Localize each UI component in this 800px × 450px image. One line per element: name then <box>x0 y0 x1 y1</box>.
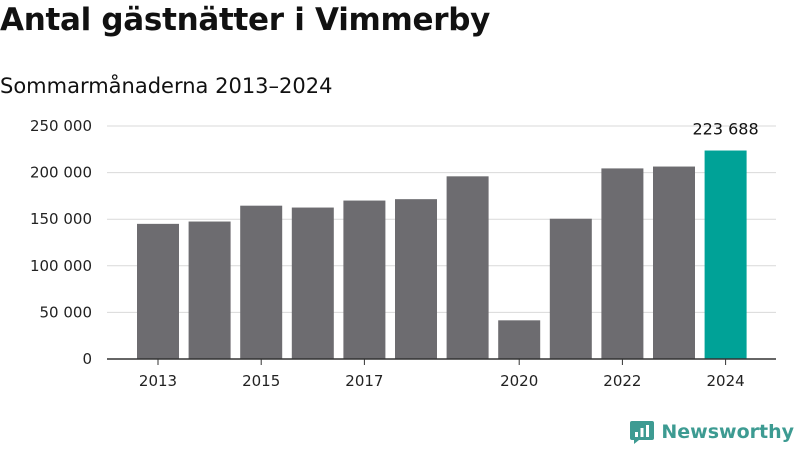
newsworthy-logo-icon <box>630 421 655 444</box>
y-tick-label: 150 000 <box>30 210 92 228</box>
y-tick-label: 100 000 <box>30 257 92 275</box>
y-tick-label: 0 <box>82 350 92 368</box>
brand-name: Newsworthy <box>661 421 794 443</box>
x-tick-label: 2013 <box>139 372 177 390</box>
bar-2018 <box>395 199 437 359</box>
bar-2023 <box>653 166 695 359</box>
bar-2017 <box>343 200 386 359</box>
data-labels: 223 688 <box>693 120 759 139</box>
x-axis-ticks: 2013 2015 2017 2020 2022 2024 <box>139 359 745 390</box>
data-label-2024: 223 688 <box>693 120 759 139</box>
bar-chart: 0 50 000 100 000 150 000 200 000 250 000 2013… <box>30 117 776 390</box>
x-tick-label: 2017 <box>345 372 383 390</box>
bar-2015 <box>240 205 283 359</box>
bar-2014 <box>188 221 231 359</box>
x-tick-label: 2015 <box>242 372 280 390</box>
x-tick-label: 2020 <box>500 372 538 390</box>
x-tick-label: 2024 <box>707 372 745 390</box>
y-axis-ticks: 0 50 000 100 000 150 000 200 000 250 000 <box>30 117 92 368</box>
chart-subtitle: Sommarmånaderna 2013–2024 <box>0 74 333 98</box>
bar-2024 <box>704 150 747 359</box>
bar-2020 <box>498 320 541 359</box>
bar-2022 <box>601 168 644 359</box>
y-tick-label: 200 000 <box>30 164 92 182</box>
bar-2019 <box>446 176 489 359</box>
bar-2021 <box>549 218 592 359</box>
y-tick-label: 250 000 <box>30 117 92 135</box>
y-tick-label: 50 000 <box>40 303 93 321</box>
x-tick-label: 2022 <box>603 372 641 390</box>
bars <box>137 150 747 359</box>
chart-title: Antal gästnätter i Vimmerby <box>0 2 491 38</box>
bar-2013 <box>137 223 179 359</box>
bar-2016 <box>291 207 334 359</box>
brand-logo: Newsworthy <box>629 419 794 445</box>
